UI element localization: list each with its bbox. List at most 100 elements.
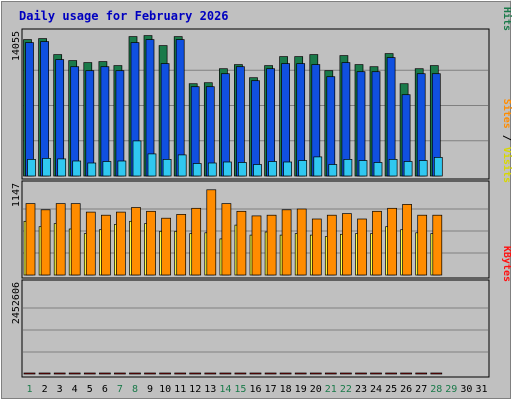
bar-sites-day-14 xyxy=(221,203,232,276)
bar-files-day-17 xyxy=(266,68,275,177)
bar-sites-day-1 xyxy=(25,203,36,276)
bar-sites-day-13 xyxy=(206,189,217,276)
bar-kbytes-day-27 xyxy=(415,372,428,375)
day-label-9: 9 xyxy=(147,384,153,395)
legend-separator: / xyxy=(501,0,512,7)
day-label-18: 18 xyxy=(280,384,292,395)
bar-kbytes-day-15 xyxy=(234,372,247,375)
bar-kbytes-day-4 xyxy=(68,372,81,375)
day-label-17: 17 xyxy=(265,384,277,395)
bar-sites-day-5 xyxy=(85,211,96,276)
panel-visits: 1147 Sites / Visits xyxy=(11,99,512,279)
bar-kbytes-day-16 xyxy=(249,372,262,375)
bar-files-day-6 xyxy=(100,66,110,177)
bar-sites-day-19 xyxy=(296,208,307,276)
day-label-24: 24 xyxy=(370,384,382,395)
bar-sites-day-9 xyxy=(146,210,156,276)
bar-pages-day-21 xyxy=(328,164,338,177)
legend-visits: Visits xyxy=(501,147,512,183)
bar-kbytes-day-2 xyxy=(38,372,51,375)
bar-files-day-16 xyxy=(251,80,260,177)
bar-pages-day-6 xyxy=(102,161,112,177)
day-label-8: 8 xyxy=(132,384,138,395)
bar-files-day-13 xyxy=(205,86,215,177)
bar-sites-day-28 xyxy=(432,214,443,276)
panel-frame xyxy=(21,279,490,378)
bar-kbytes-day-23 xyxy=(355,372,367,375)
bar-files-day-18 xyxy=(281,63,290,177)
bar-kbytes-day-26 xyxy=(400,372,412,375)
bar-sites-day-20 xyxy=(311,218,322,276)
day-label-19: 19 xyxy=(295,384,307,395)
bar-sites-day-6 xyxy=(101,214,111,276)
bar-pages-day-14 xyxy=(223,161,232,177)
bar-pages-day-16 xyxy=(253,164,262,177)
bar-kbytes-day-7 xyxy=(114,372,126,375)
chart-title: Daily usage for February 2026 xyxy=(19,9,229,23)
day-label-14: 14 xyxy=(219,384,231,395)
day-label-11: 11 xyxy=(174,384,186,395)
bar-kbytes-day-19 xyxy=(294,372,307,375)
day-label-10: 10 xyxy=(159,384,171,395)
bar-kbytes-day-28 xyxy=(430,372,443,375)
bar-sites-day-4 xyxy=(70,203,81,276)
day-labels: 1 2 3 4 5 6 7 8 9 10 11 12 13 14 15 16 17 18 19 20 21 22 23 24 2… xyxy=(26,384,487,395)
bar-pages-day-27 xyxy=(418,160,428,177)
bar-kbytes-day-17 xyxy=(264,372,277,375)
bar-sites-day-23 xyxy=(357,218,367,276)
bar-kbytes-day-14 xyxy=(219,372,232,375)
legend-sites: Sites xyxy=(501,99,512,129)
day-label-7: 7 xyxy=(117,384,123,395)
panel-max-label: 14055 xyxy=(11,31,22,61)
bar-sites-day-7 xyxy=(116,211,126,276)
day-label-22: 22 xyxy=(340,384,352,395)
bar-pages-day-11 xyxy=(177,154,187,177)
panel-hits: 14055 Pages / Files / Hits xyxy=(11,0,512,180)
day-label-25: 25 xyxy=(385,384,397,395)
bar-pages-day-5 xyxy=(87,162,97,177)
day-label-27: 27 xyxy=(415,384,427,395)
legend-hits: Hits xyxy=(501,7,512,31)
bar-kbytes-day-25 xyxy=(385,372,397,375)
bar-sites-day-26 xyxy=(402,204,412,276)
bar-kbytes-day-3 xyxy=(53,372,66,375)
day-label-13: 13 xyxy=(204,384,216,395)
bar-kbytes-day-24 xyxy=(370,372,382,375)
bar-sites-day-16 xyxy=(251,215,262,276)
bar-pages-day-10 xyxy=(162,159,172,177)
bar-sites-day-8 xyxy=(131,207,141,276)
legend-kbytes: KBytes xyxy=(501,246,512,282)
bar-pages-day-13 xyxy=(207,162,217,177)
bar-files-day-12 xyxy=(190,86,200,177)
bar-kbytes-day-13 xyxy=(204,372,217,375)
panel-side-legend: KBytes xyxy=(501,246,512,282)
bar-pages-day-2 xyxy=(42,158,51,177)
bar-files-day-25 xyxy=(386,57,396,177)
bar-sites-day-3 xyxy=(55,203,66,276)
bar-kbytes-day-9 xyxy=(144,372,156,375)
bar-files-day-15 xyxy=(236,66,245,177)
bar-pages-day-28 xyxy=(433,157,443,177)
bar-pages-day-8 xyxy=(132,140,142,177)
day-label-3: 3 xyxy=(57,384,63,395)
bar-files-day-3 xyxy=(55,59,65,177)
bar-kbytes-day-11 xyxy=(174,372,187,375)
bar-kbytes-day-22 xyxy=(340,372,352,375)
bar-kbytes-day-12 xyxy=(189,372,202,375)
bar-files-day-1 xyxy=(25,42,34,177)
panel-kbytes: 2452606 KBytes xyxy=(11,246,512,378)
bar-kbytes-day-1 xyxy=(23,372,36,375)
bar-files-day-14 xyxy=(221,73,230,177)
bar-files-day-21 xyxy=(326,76,336,177)
bar-pages-day-7 xyxy=(117,160,127,177)
bar-sites-day-24 xyxy=(372,210,382,276)
bar-pages-day-19 xyxy=(298,160,308,177)
bar-kbytes-day-5 xyxy=(83,372,96,375)
day-label-1: 1 xyxy=(26,384,32,395)
panel-side-legend: Sites / Visits xyxy=(501,99,512,183)
bar-kbytes-day-18 xyxy=(279,372,292,375)
bar-sites-day-15 xyxy=(236,210,247,276)
chart-panels: 14055 Pages / Files / Hits 1147 Sites / Vis… xyxy=(11,0,512,378)
day-label-28: 28 xyxy=(430,384,442,395)
